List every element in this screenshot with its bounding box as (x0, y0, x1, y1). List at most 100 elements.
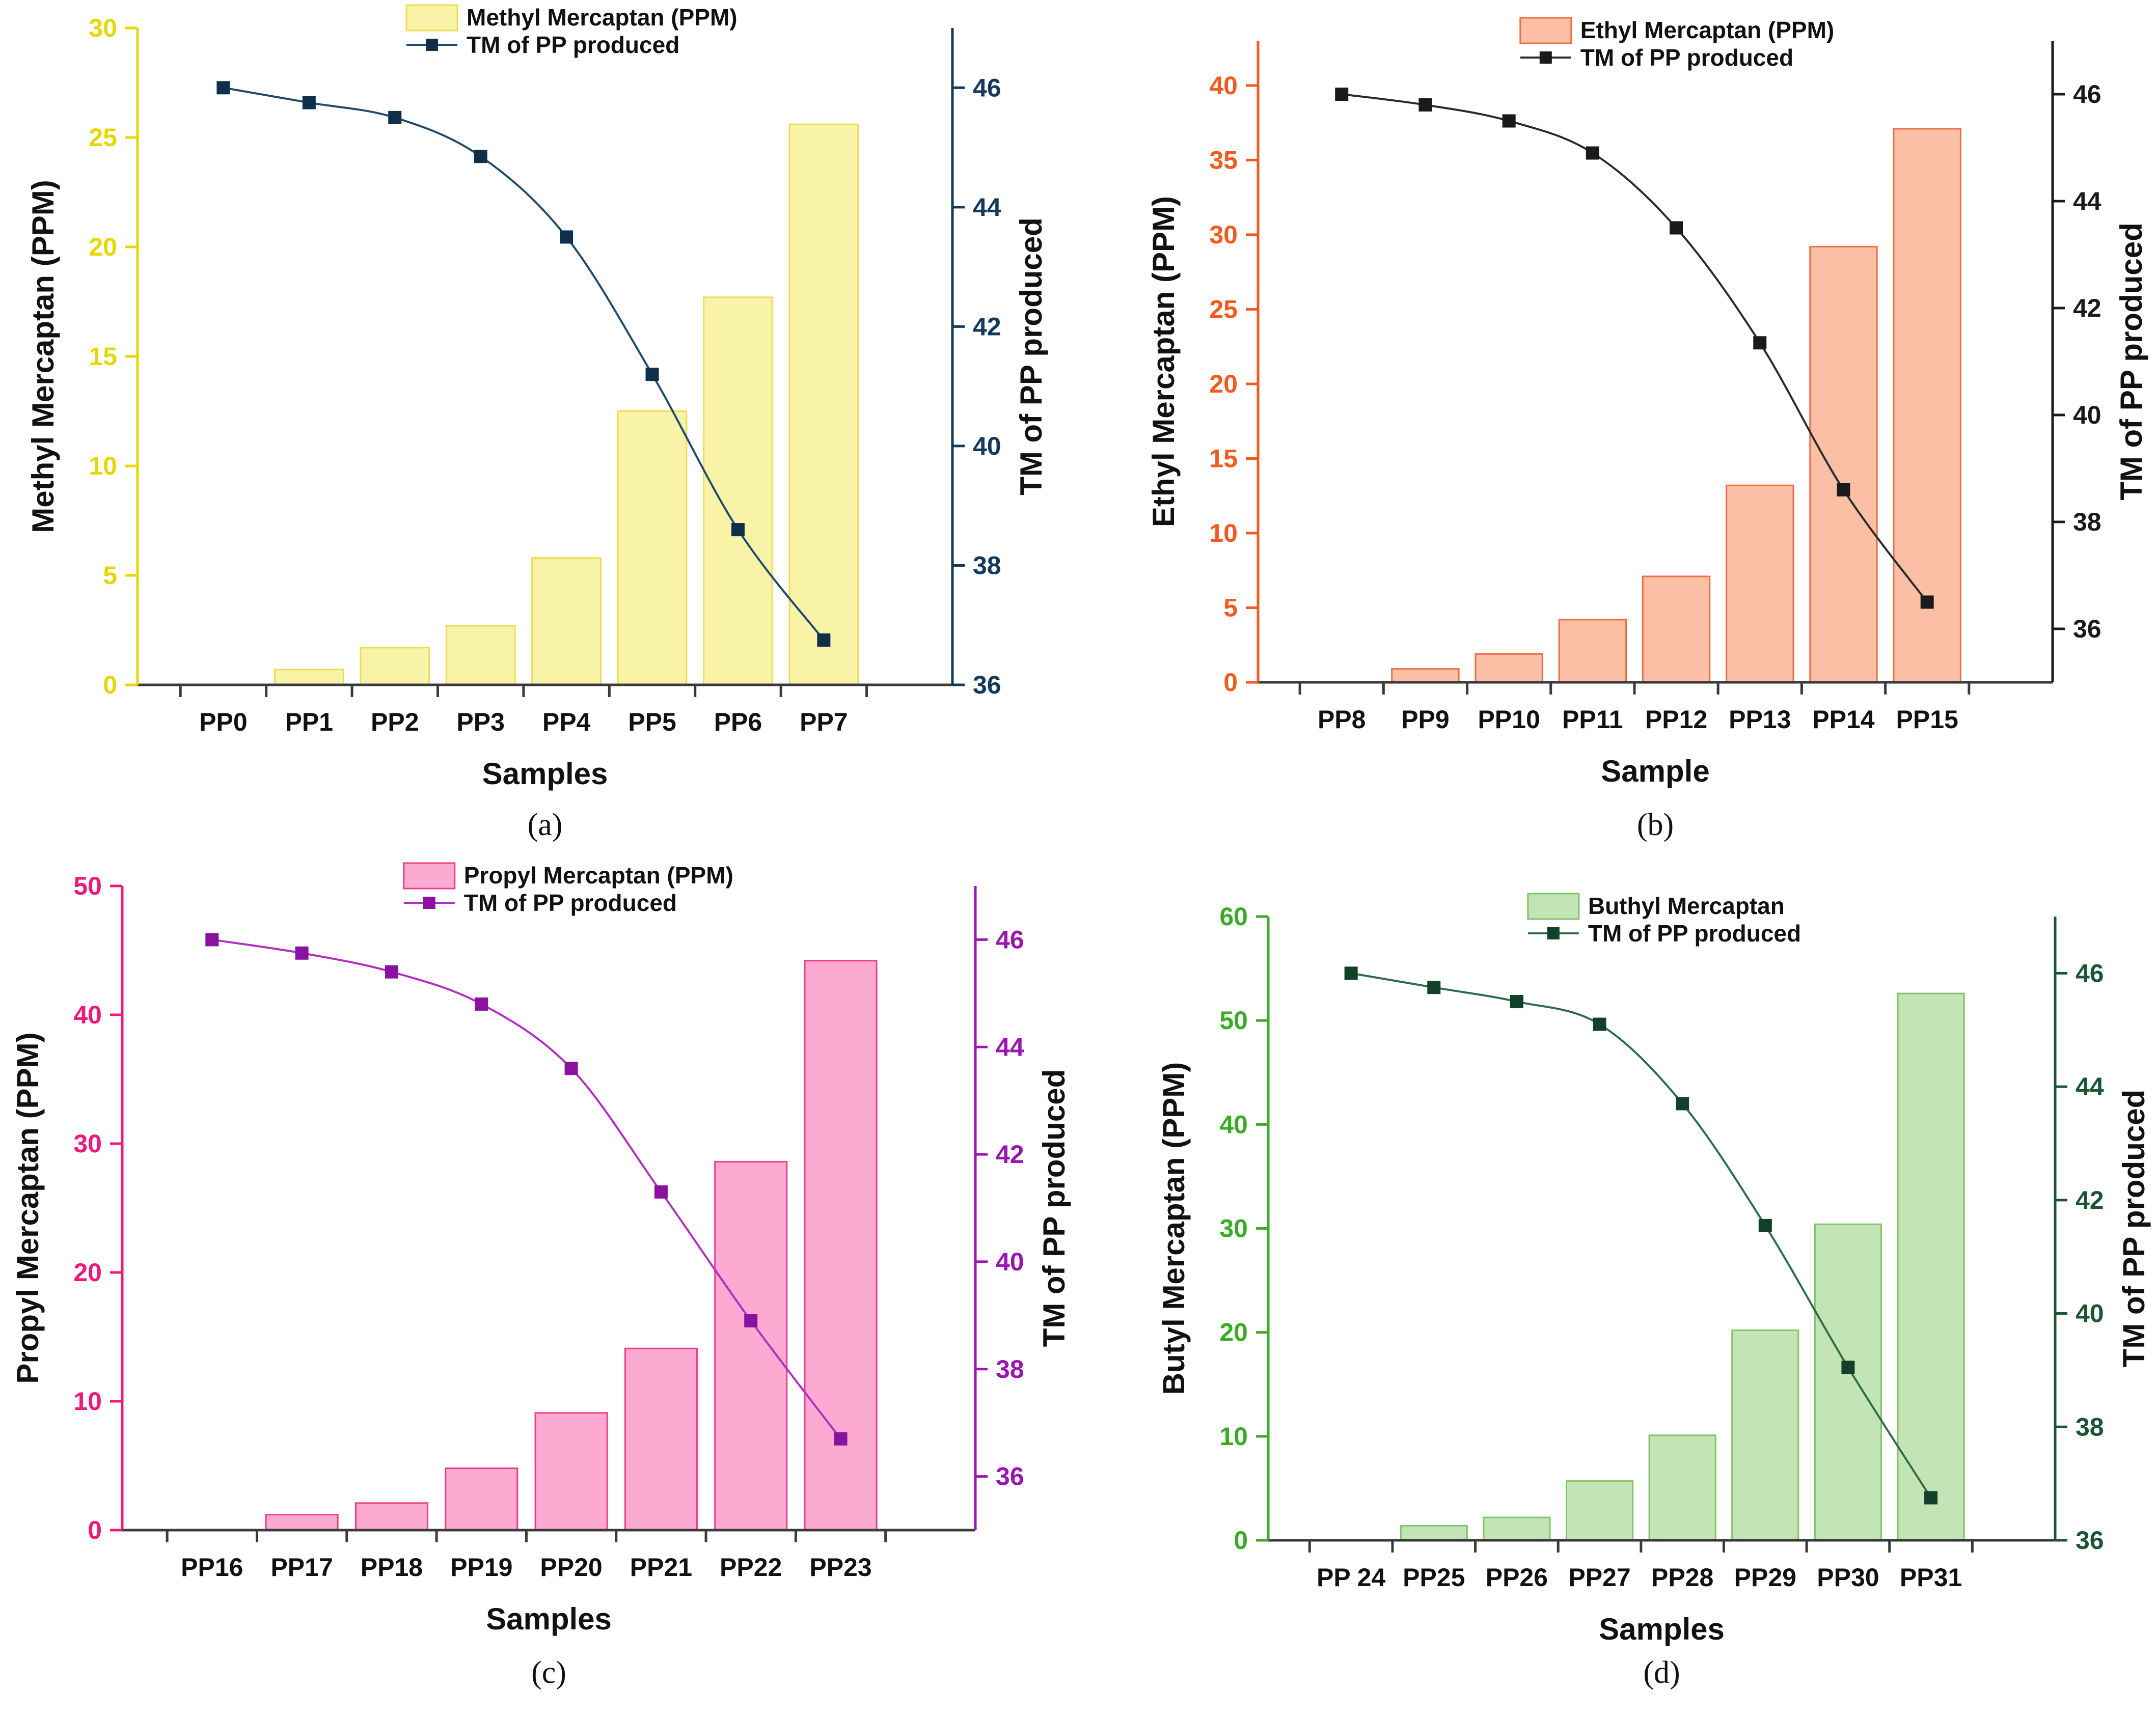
tm-marker-pp27 (1593, 1017, 1606, 1031)
x-tick-label: PP11 (1562, 705, 1623, 734)
right-y-tick-label: 42 (996, 1140, 1024, 1169)
tm-marker-pp4 (560, 230, 574, 244)
x-tick-label: PP27 (1568, 1563, 1630, 1592)
left-y-axis-title: Ethyl Mercaptan (PPM) (1147, 196, 1181, 527)
x-tick-label: PP9 (1401, 705, 1450, 734)
tm-marker-pp22 (744, 1314, 758, 1327)
legend-line-label: TM of PP produced (467, 32, 679, 58)
legend-bar-swatch (1519, 17, 1572, 44)
x-tick-label: PP17 (270, 1553, 333, 1582)
left-y-tick-label: 5 (103, 561, 117, 590)
x-tick-label: PP15 (1896, 705, 1958, 734)
bar-pp21 (624, 1347, 698, 1531)
x-tick-label: PP0 (199, 708, 248, 736)
right-y-tick-label: 46 (996, 925, 1024, 954)
left-y-tick-label: 15 (1209, 444, 1238, 473)
tm-marker-pp5 (645, 368, 659, 381)
left-y-tick-label: 0 (1223, 668, 1238, 697)
left-y-tick-label: 10 (1209, 519, 1238, 547)
legend-bar-label: Methyl Mercaptan (PPM) (467, 4, 738, 31)
right-y-tick-label: 46 (2073, 80, 2102, 108)
left-y-tick-label: 30 (73, 1129, 102, 1158)
tm-marker-pp3 (474, 150, 487, 163)
bar-pp17 (265, 1514, 339, 1531)
right-y-tick-label: 42 (2073, 294, 2102, 322)
left-y-tick-label: 10 (73, 1387, 102, 1416)
x-tick-label: PP29 (1734, 1563, 1796, 1592)
left-y-tick-label: 10 (1219, 1422, 1248, 1451)
tm-marker-pp17 (295, 946, 309, 960)
tm-marker-pp31 (1924, 1491, 1938, 1505)
right-y-tick-label: 40 (2073, 401, 2102, 429)
right-y-tick-label: 38 (996, 1355, 1024, 1383)
x-tick-label: PP26 (1486, 1563, 1548, 1592)
x-tick-label: PP30 (1817, 1563, 1879, 1592)
x-tick-label: PP4 (542, 708, 591, 736)
bar-pp2 (360, 647, 430, 686)
x-axis-title: Sample (1601, 754, 1709, 788)
right-y-tick-label: 44 (973, 193, 1001, 221)
right-y-axis-title: TM of PP produced (2114, 223, 2148, 501)
bar-pp27 (1565, 1480, 1634, 1541)
x-tick-label: PP19 (450, 1553, 512, 1582)
legend-bar-swatch (403, 862, 456, 890)
x-tick-label: PP16 (181, 1553, 243, 1582)
tm-marker-pp11 (1586, 146, 1599, 160)
left-y-tick-label: 40 (1209, 71, 1238, 100)
tm-of-pp-line (223, 87, 825, 641)
bar-pp25 (1400, 1525, 1468, 1541)
x-tick-label: PP13 (1729, 705, 1791, 734)
x-tick-label: PP12 (1645, 705, 1707, 734)
left-y-tick-label: 35 (1209, 146, 1238, 174)
tm-marker-pp18 (385, 965, 398, 979)
tm-marker-pp24 (1344, 966, 1358, 980)
left-y-tick-label: 20 (89, 233, 117, 261)
right-y-tick-label: 44 (2073, 187, 2102, 215)
x-tick-label: PP31 (1900, 1563, 1962, 1592)
left-y-tick-label: 25 (89, 123, 117, 152)
left-y-tick-label: 40 (1219, 1110, 1248, 1139)
tm-marker-pp0 (216, 81, 230, 95)
bar-pp15 (1893, 128, 1961, 683)
right-y-tick-label: 40 (973, 432, 1001, 460)
x-tick-label: PP14 (1812, 705, 1875, 734)
legend-bar-swatch (405, 4, 458, 32)
left-y-tick-label: 0 (103, 671, 117, 699)
left-y-tick-label: 15 (89, 342, 117, 371)
right-y-tick-label: 44 (2076, 1072, 2104, 1101)
right-y-tick-label: 42 (973, 312, 1001, 341)
left-y-tick-label: 30 (1219, 1214, 1248, 1243)
left-y-tick-label: 20 (1209, 370, 1238, 398)
legend-line-label: TM of PP produced (464, 890, 677, 916)
tm-marker-pp6 (731, 523, 745, 537)
tm-marker-pp26 (1510, 995, 1523, 1009)
legend-line-label: TM of PP produced (1580, 44, 1793, 71)
tm-marker-pp29 (1758, 1218, 1772, 1232)
left-y-tick-label: 20 (1219, 1318, 1248, 1347)
panel-caption: (d) (1643, 1655, 1680, 1690)
left-y-tick-label: 20 (73, 1258, 102, 1287)
x-tick-label: PP3 (456, 708, 505, 736)
tm-marker-pp20 (564, 1062, 578, 1075)
x-tick-label: PP28 (1651, 1563, 1713, 1592)
tm-marker-pp8 (1335, 88, 1349, 101)
x-tick-label: PP1 (285, 708, 334, 736)
legend-bar-label: Buthyl Mercaptan (1588, 893, 1785, 919)
left-y-axis-title: Propyl Mercaptan (PPM) (11, 1032, 45, 1383)
x-tick-label: PP10 (1478, 705, 1540, 734)
left-y-axis-title: Butyl Mercaptan (PPM) (1157, 1062, 1191, 1395)
legend-line-marker (423, 897, 435, 909)
x-axis-title: Samples (1599, 1612, 1725, 1646)
x-tick-label: PP25 (1403, 1563, 1465, 1592)
tm-marker-pp23 (834, 1432, 848, 1446)
right-y-tick-label: 38 (973, 551, 1001, 579)
bar-pp10 (1475, 653, 1543, 683)
left-y-tick-label: 60 (1219, 902, 1248, 931)
right-y-tick-label: 38 (2076, 1412, 2104, 1441)
right-y-tick-label: 46 (973, 73, 1001, 102)
tm-marker-pp16 (205, 933, 219, 947)
x-tick-label: PP8 (1318, 705, 1366, 734)
left-y-axis-title: Methyl Mercaptan (PPM) (26, 180, 60, 533)
